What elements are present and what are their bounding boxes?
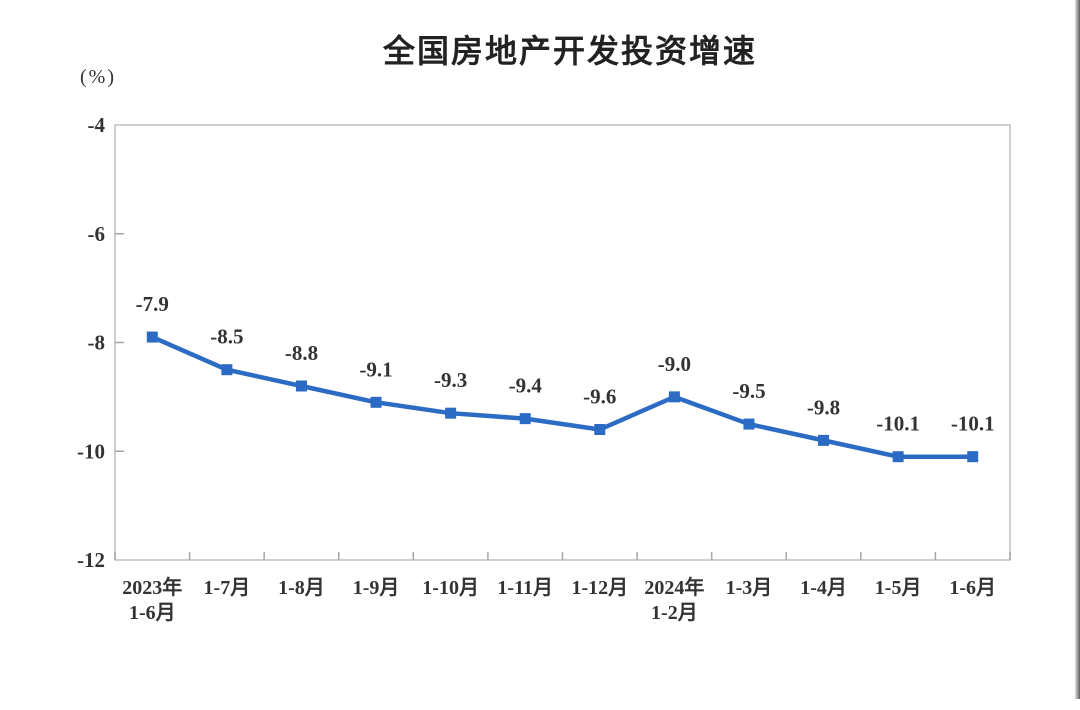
data-label: -9.1	[359, 357, 392, 381]
data-marker	[370, 396, 382, 408]
x-tick-label: 1-11月	[497, 577, 553, 599]
y-axis-unit-label: (%)	[80, 66, 116, 88]
plot-border	[114, 124, 1011, 561]
x-tick-label: 1-6月	[949, 577, 996, 599]
data-marker	[668, 391, 680, 403]
data-label: -9.5	[732, 379, 765, 403]
x-tick-label: 1-12月	[571, 577, 628, 599]
x-tick-label: 1-3月	[726, 577, 773, 599]
data-marker	[594, 424, 606, 435]
data-label: -10.1	[951, 412, 995, 436]
x-tick-label: 2024年 1-2月	[644, 575, 704, 624]
y-tick-label: -4	[88, 113, 106, 137]
data-marker	[519, 413, 531, 425]
x-tick-label: 1-9月	[353, 577, 400, 599]
data-label: -9.0	[658, 352, 691, 376]
data-label: -9.3	[434, 368, 467, 392]
data-marker	[967, 451, 979, 463]
x-tick-label: 1-8月	[278, 577, 325, 599]
data-label: -9.8	[807, 395, 840, 419]
data-label: -8.5	[210, 325, 243, 349]
x-tick-label: 2023年 1-6月	[122, 575, 182, 624]
data-marker	[146, 331, 158, 343]
data-marker	[818, 434, 830, 446]
y-tick-label: -12	[77, 548, 105, 572]
page-edge-line	[1075, 0, 1080, 699]
y-tick-label: -8	[88, 331, 106, 355]
series-line	[150, 334, 975, 459]
y-tick-label: -10	[77, 439, 105, 463]
data-marker	[743, 418, 755, 430]
x-tick-label: 1-4月	[800, 577, 847, 599]
data-label: -8.8	[285, 341, 318, 365]
x-tick-label: 1-7月	[204, 577, 251, 599]
data-marker	[295, 380, 307, 392]
data-label: -7.9	[136, 292, 169, 316]
data-label: -10.1	[876, 412, 920, 436]
y-tick-label: -6	[88, 222, 106, 246]
data-label: -9.4	[509, 374, 543, 398]
data-marker	[445, 407, 457, 419]
chart-title: 全国房地产开发投资增速	[382, 32, 757, 70]
x-tick-label: 1-5月	[875, 577, 922, 599]
data-label: -9.6	[583, 385, 616, 409]
data-marker	[892, 451, 904, 463]
x-tick-label: 1-10月	[422, 577, 479, 599]
data-marker	[221, 364, 233, 376]
